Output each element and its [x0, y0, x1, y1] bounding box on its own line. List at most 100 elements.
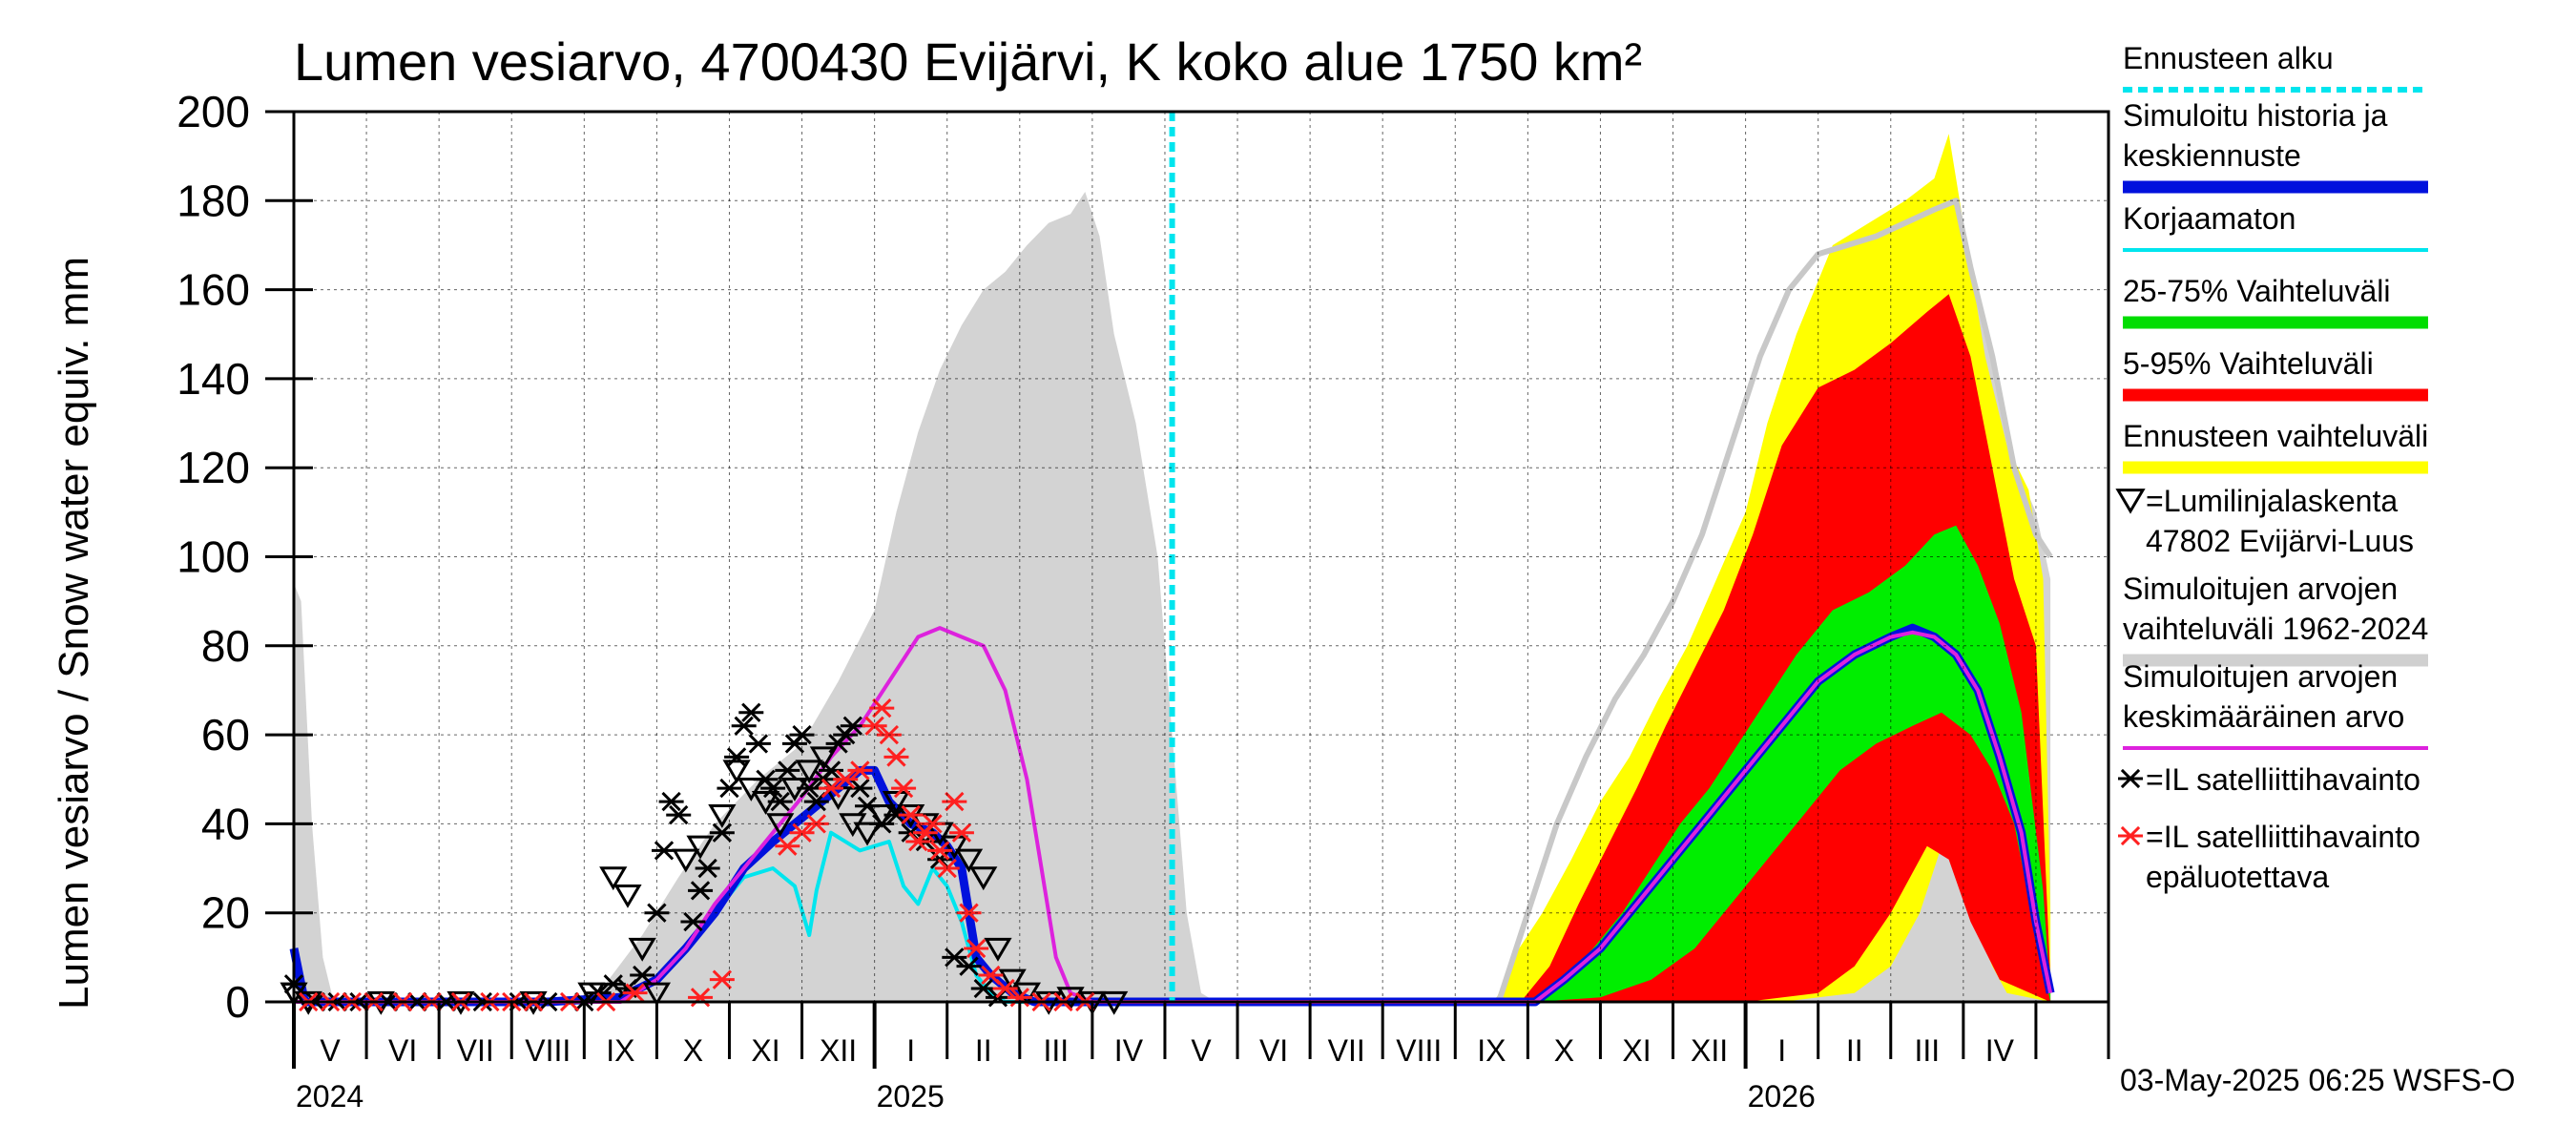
year-label: 2024 — [296, 1079, 364, 1114]
satellite-unreliable-point — [942, 791, 967, 812]
snow-course-point — [998, 968, 1027, 993]
satellite-point — [855, 796, 881, 816]
month-label: V — [1191, 1033, 1212, 1068]
month-label: XI — [751, 1033, 779, 1068]
satellite-unreliable-point — [948, 822, 974, 843]
satellite-point — [745, 734, 771, 754]
satellite-point — [840, 716, 865, 736]
month-label: X — [1554, 1033, 1574, 1068]
legend-item: Simuloitujen arvojen vaihteluväli 1962-20… — [2123, 572, 2428, 667]
legend-label: keskimääräinen arvo — [2123, 699, 2404, 734]
legend-star-symbol — [2118, 825, 2143, 846]
month-label: IX — [606, 1033, 634, 1068]
satellite-point — [658, 791, 684, 812]
month-label: XII — [1691, 1033, 1728, 1068]
month-label: II — [1846, 1033, 1863, 1068]
snow-course-point — [882, 790, 911, 815]
y-tick-label: 0 — [225, 977, 250, 1027]
month-label: VI — [388, 1033, 417, 1068]
satellite-point — [775, 760, 800, 781]
month-label: X — [683, 1033, 703, 1068]
legend-item: Ennusteen vaihteluväli — [2123, 419, 2428, 474]
month-label: XI — [1622, 1033, 1651, 1068]
month-label: VIII — [525, 1033, 571, 1068]
y-tick-label: 180 — [177, 176, 250, 225]
satellite-point — [724, 747, 750, 767]
legend-label: =IL satelliittihavainto — [2146, 762, 2420, 797]
satellite-unreliable-point — [883, 747, 909, 767]
legend-label: Ennusteen alku — [2123, 41, 2334, 75]
month-label: III — [1044, 1033, 1070, 1068]
y-tick-label: 200 — [177, 87, 250, 136]
timestamp: 03-May-2025 06:25 WSFS-O — [2120, 1063, 2515, 1097]
snow-course-point — [1056, 987, 1085, 1011]
snow-course-point — [599, 866, 628, 891]
legend: Ennusteen alku Simuloitu historia ja keski… — [2115, 41, 2428, 894]
percentile-5-95-area — [1520, 294, 2051, 1002]
legend-label: =IL satelliittihavainto — [2146, 820, 2420, 854]
satellite-unreliable-point — [869, 697, 895, 718]
satellite-point — [942, 947, 967, 968]
satellite-unreliable-point — [622, 983, 648, 1003]
legend-item: Korjaamaton — [2123, 201, 2428, 252]
satellite-point — [847, 778, 873, 799]
snow-course-point — [722, 760, 751, 784]
satellite-point — [688, 881, 714, 901]
year-label: 2025 — [877, 1079, 945, 1114]
y-tick-label: 80 — [201, 621, 250, 671]
satellite-unreliable-point — [862, 716, 887, 736]
snow-course-point — [853, 822, 882, 846]
legend-item: =Lumilinjalaskenta 47802 Evijärvi-Luus — [2115, 484, 2414, 558]
satellite-point — [709, 822, 735, 843]
y-tick-label: 40 — [201, 799, 250, 848]
snow-course-point — [809, 746, 839, 771]
legend-label: 47802 Evijärvi-Luus — [2146, 524, 2414, 558]
legend-label: 5-95% Vaihteluväli — [2123, 346, 2374, 381]
month-label: VII — [457, 1033, 494, 1068]
satellite-point — [666, 804, 692, 825]
month-label: XII — [820, 1033, 857, 1068]
snow-course-point — [984, 937, 1012, 962]
legend-item: Ennusteen alku — [2123, 41, 2428, 93]
snow-course-point — [954, 848, 984, 873]
satellite-unreliable-point — [789, 822, 815, 843]
snow-course-point — [737, 777, 765, 802]
legend-item: Simuloitujen arvojen keskimääräinen arvo — [2123, 659, 2428, 750]
snow-course-point — [628, 937, 656, 962]
month-label: IX — [1477, 1033, 1506, 1068]
y-tick-label: 20 — [201, 888, 250, 938]
month-label: IV — [1114, 1033, 1144, 1068]
satellite-unreliable-point — [847, 760, 873, 781]
satellite-unreliable-point — [898, 804, 924, 825]
legend-label: =Lumilinjalaskenta — [2146, 484, 2398, 518]
satellite-point — [797, 778, 822, 799]
satellite-unreliable-point — [833, 769, 859, 789]
percentile-25-75-area — [1535, 525, 2051, 1002]
satellite-unreliable-point — [992, 978, 1018, 999]
month-label: I — [906, 1033, 915, 1068]
snow-course-point — [686, 835, 715, 860]
legend-star-symbol — [2118, 768, 2143, 789]
plot-area — [280, 112, 2109, 1015]
satellite-point — [630, 965, 655, 986]
snow-course-point — [672, 848, 700, 873]
month-label: I — [1777, 1033, 1786, 1068]
snow-course-point — [613, 884, 642, 908]
legend-label: Simuloitu historia ja — [2123, 98, 2388, 133]
legend-label: Simuloitujen arvojen — [2123, 572, 2398, 606]
satellite-unreliable-point — [709, 969, 735, 989]
satellite-unreliable-point — [964, 938, 989, 959]
legend-item: =IL satelliittihavainto — [2118, 762, 2420, 797]
month-label: VIII — [1396, 1033, 1442, 1068]
year-label: 2026 — [1748, 1079, 1816, 1114]
snow-course-point — [766, 813, 795, 838]
y-tick-label: 120 — [177, 443, 250, 492]
legend-item: 25-75% Vaihteluväli — [2123, 274, 2428, 329]
y-tick-label: 140 — [177, 354, 250, 404]
satellite-point — [956, 956, 982, 976]
satellite-point — [731, 716, 757, 736]
legend-item: 5-95% Vaihteluväli — [2123, 346, 2428, 402]
y-axis-label: Lumen vesiarvo / Snow water equiv. mm — [51, 257, 97, 1010]
snow-course-point — [642, 982, 672, 1007]
